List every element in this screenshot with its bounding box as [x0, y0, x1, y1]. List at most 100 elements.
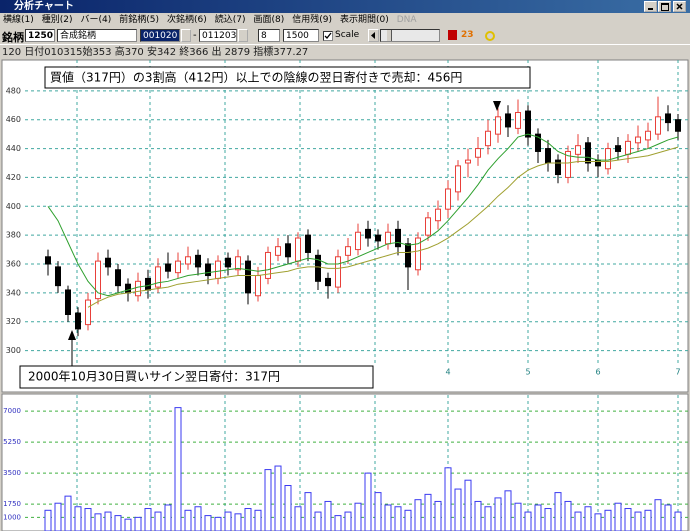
code-input[interactable]: 1250 — [25, 29, 55, 42]
volume-bar — [344, 511, 352, 531]
candle-body — [245, 260, 251, 294]
volume-bar — [184, 509, 192, 531]
volume-bar — [194, 506, 202, 531]
candle-body — [55, 266, 61, 287]
candle-body — [155, 266, 161, 288]
menu-item[interactable]: 読込(7) — [214, 15, 246, 25]
candle-body — [585, 142, 591, 164]
volume-bar — [514, 502, 522, 531]
candle-body — [95, 260, 101, 300]
status-light — [485, 31, 495, 41]
close-button[interactable] — [673, 1, 686, 12]
candle-body — [635, 136, 641, 144]
menu-item[interactable]: 横線(1) — [3, 15, 34, 25]
menu-item[interactable]: 次銘柄(6) — [167, 15, 207, 25]
count-label: 23 — [461, 30, 474, 40]
volume-bar — [484, 506, 492, 531]
moving-average — [87, 146, 679, 308]
to-date-input[interactable]: 011203 — [199, 29, 237, 42]
volume-bar — [54, 502, 62, 531]
toolbar: 銘柄 1250 合成銘柄 001020 - 011203 8 1500 Scal… — [0, 27, 690, 44]
volume-bar — [674, 511, 682, 531]
volume-bar — [294, 506, 302, 531]
y-tick-label: 300 — [6, 346, 21, 355]
candle-body — [495, 116, 501, 135]
y-tick-label: 340 — [6, 288, 21, 297]
candle-body — [395, 228, 401, 248]
menu-item[interactable]: 画面(8) — [253, 15, 285, 25]
volume-bar — [424, 493, 432, 531]
candle-body — [325, 277, 331, 287]
volume-bar — [234, 513, 242, 531]
candle-body — [315, 254, 321, 282]
code-label: 銘柄 — [2, 31, 24, 44]
candle-body — [65, 289, 71, 316]
volume-bar — [44, 509, 52, 531]
volume-bar — [174, 407, 182, 531]
candle-body — [295, 237, 301, 262]
volume-bar — [74, 506, 82, 531]
volume-bar — [114, 515, 122, 531]
menu-item[interactable]: 前銘柄(5) — [119, 15, 159, 25]
menu-item[interactable]: DNA — [396, 15, 417, 25]
volume-bar — [584, 506, 592, 531]
candle-body — [215, 260, 221, 279]
volume-bar — [524, 511, 532, 531]
volume-bar — [154, 511, 162, 531]
candle-body — [265, 251, 271, 279]
window-title: 分析チャート — [14, 1, 74, 12]
annotation: 2000年10月30日買いサイン翌日寄付：317円 — [28, 369, 280, 384]
menu-item[interactable]: 信用残(9) — [292, 15, 332, 25]
menu-bar: 横線(1) 種別(2) バー(4) 前銘柄(5) 次銘柄(6) 読込(7) 画面(8) 信用残… — [0, 13, 690, 27]
candle-body — [545, 148, 551, 164]
to-spin[interactable] — [238, 29, 248, 42]
volume-bar — [434, 500, 442, 531]
moving-average — [47, 133, 679, 297]
price-panel — [1, 59, 689, 393]
volume-bar — [354, 502, 362, 531]
candle-body — [485, 130, 491, 147]
candle-body — [665, 113, 671, 124]
y-tick-label: 320 — [6, 317, 21, 326]
volume-bar — [84, 508, 92, 531]
candle-body — [115, 269, 121, 287]
candle-body — [105, 257, 111, 268]
name-input[interactable]: 合成銘柄 — [57, 29, 137, 42]
volume-bar — [134, 516, 142, 531]
candle-body — [435, 208, 441, 222]
menu-item[interactable]: 種別(2) — [41, 15, 73, 25]
from-spin[interactable] — [181, 29, 191, 42]
candle-body — [445, 188, 451, 210]
candle-body — [645, 130, 651, 141]
date-dash: - — [193, 30, 197, 41]
menu-item[interactable]: バー(4) — [80, 15, 112, 25]
candle-body — [505, 113, 511, 128]
y-tick-label: 400 — [6, 202, 21, 211]
annotation-box — [44, 66, 531, 89]
volume-bar — [644, 509, 652, 531]
annotation-arrow — [493, 101, 501, 111]
candle-body — [225, 257, 231, 268]
candle-body — [275, 246, 281, 256]
y-tick-label: 480 — [6, 86, 21, 95]
annotation-box — [19, 365, 374, 389]
x-tick-label: 7 — [675, 368, 680, 377]
volume-bar — [164, 504, 172, 531]
minimize-button[interactable] — [644, 1, 657, 12]
candle-body — [205, 263, 211, 277]
scroll-track[interactable] — [380, 29, 440, 42]
scale-checkbox[interactable] — [323, 31, 333, 41]
icon — [448, 30, 457, 40]
maximize-button[interactable] — [658, 1, 671, 12]
candle-body — [165, 263, 171, 272]
volume-bar — [574, 511, 582, 531]
scroll-left[interactable] — [368, 29, 379, 42]
menu-item[interactable]: 表示期間(0) — [340, 15, 389, 25]
from-date-input[interactable]: 001020 — [140, 29, 180, 42]
field-1[interactable]: 8 — [258, 29, 280, 42]
candle-body — [75, 312, 81, 330]
volume-bar — [664, 504, 672, 531]
field-2[interactable]: 1500 — [283, 29, 319, 42]
volume-bar — [384, 504, 392, 531]
